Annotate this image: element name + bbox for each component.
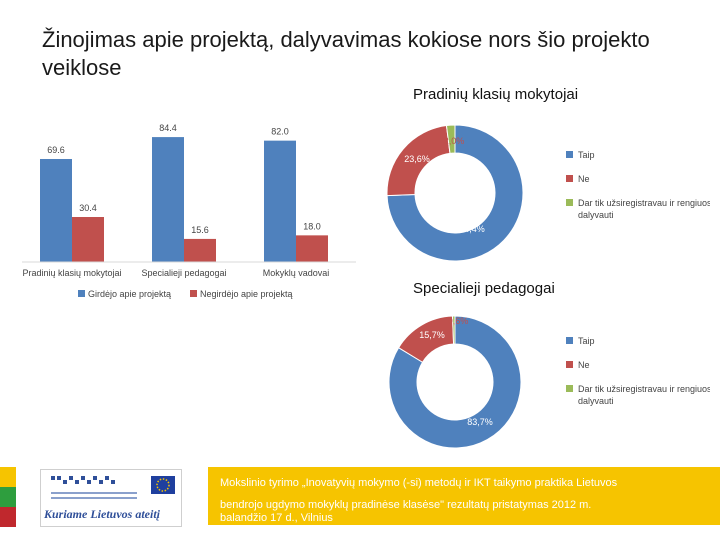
legend-label: Dar tik užsiregistravau ir rengiuosi [578,198,710,208]
slice-percent-label: 74,4% [459,224,485,234]
legend-label: Girdėjo apie projektą [88,289,171,299]
ministry-logo-icon [51,476,137,499]
donut-slice-2 [451,315,456,345]
legend-swatch [566,175,573,182]
bar-heard-1 [152,137,184,262]
bar-not-heard-2 [296,235,328,262]
legend-swatch [566,361,573,368]
footer-banner: Mokslinio tyrimo „Inovatyvių mokymo (-si… [208,467,720,525]
bar-value-label: 30.4 [79,203,97,213]
legend-swatch [566,385,573,392]
category-label: Specialieji pedagogai [141,268,226,278]
category-label: Mokyklų vadovai [263,268,330,278]
footer-line-2-text: bendrojo ugdymo mokyklų pradinėse klasės… [220,499,592,511]
flag-stripe-yellow [0,467,16,487]
donut-slice-0 [388,315,522,449]
donut-chart-special: 83,7% 15,7%0,6% Taip Ne Dar tik užsiregistr… [388,315,710,449]
bar-value-label: 18.0 [303,221,321,231]
bar-heard-2 [264,140,296,262]
category-label: Pradinių klasių mokytojai [22,268,121,278]
bar-value-label: 84.4 [159,123,177,133]
slice-percent-label: 2,0% [444,136,465,146]
legend-swatch [566,337,573,344]
bar-value-label: 15.6 [191,225,209,235]
bar-chart: 69.6 30.4 Pradinių klasių mokytojai 84.4 15.… [22,123,356,299]
eu-flag-icon [151,476,175,494]
footer-line-2: bendrojo ugdymo mokyklų pradinėse klasės… [220,499,591,525]
legend-swatch [566,199,573,206]
donut-chart-teachers: 74,4% 23,6% 2,0% Taip Ne Dar tik užsiregistr… [386,124,710,262]
legend-label-cont: dalyvauti [578,396,614,406]
logo-graphic [51,476,175,499]
slice-percent-label: 83,7% [467,417,493,427]
slice-percent-label: 0,6% [448,316,469,326]
donut-slice-2 [445,124,456,154]
sponsor-logos [40,469,182,527]
footer-line-3-text: balandžio 17 d., Vilnius [220,512,333,524]
flag-stripe-green [0,487,16,507]
bar-not-heard-0 [72,217,104,262]
legend-label-cont: dalyvauti [578,210,614,220]
legend-swatch [190,290,197,297]
slice-percent-label: 15,7% [419,330,445,340]
legend-label: Taip [578,150,595,160]
slide-title: Žinojimas apie projektą, dalyvavimas kok… [42,27,650,80]
flag-stripe-red [0,507,16,527]
legend-swatch [78,290,85,297]
legend-label: Negirdėjo apie projektą [200,289,293,299]
legend-label: Dar tik užsiregistravau ir rengiuosi [578,384,710,394]
slice-percent-label: 23,6% [404,154,430,164]
legend-label: Taip [578,336,595,346]
pie-title-teachers: Pradinių klasių mokytojai [413,86,579,103]
bar-heard-0 [40,158,72,262]
bar-not-heard-1 [184,238,216,262]
logo-caption: Kuriame Lietuvos ateitį [44,507,160,521]
bar-value-label: 82.0 [271,127,289,137]
donut-slice-0 [386,124,524,262]
pie-title-special: Specialieji pedagogai [413,280,555,297]
legend-swatch [566,151,573,158]
legend-label: Ne [578,174,590,184]
bar-value-label: 69.6 [47,145,65,155]
legend-label: Ne [578,360,590,370]
footer-line-1: Mokslinio tyrimo „Inovatyvių mokymo (-si… [220,477,618,489]
